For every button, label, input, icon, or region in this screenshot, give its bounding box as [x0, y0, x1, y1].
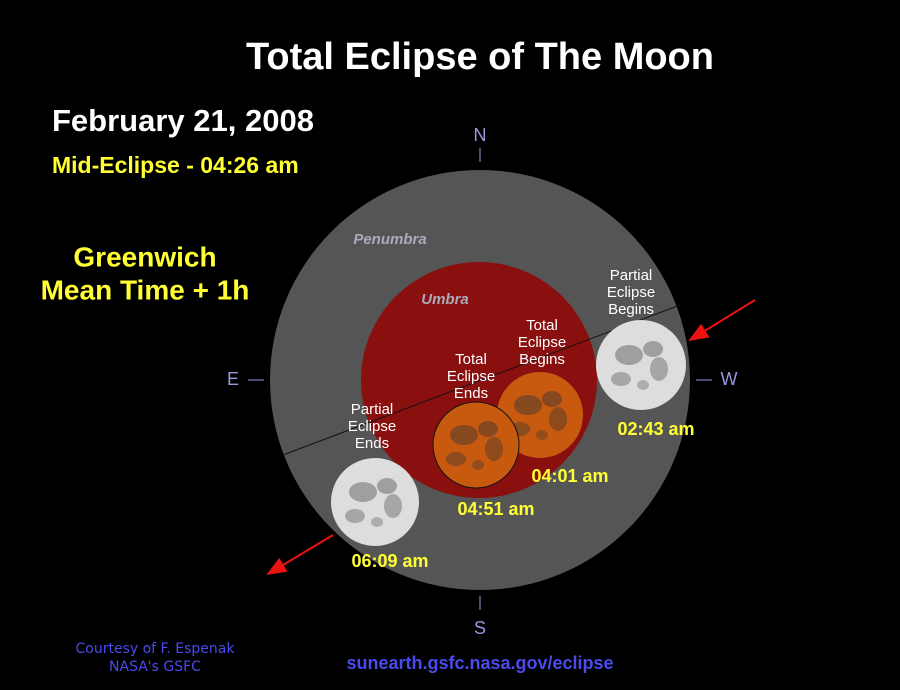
time-zone: Greenwich [73, 241, 216, 272]
contact-label: Ends [355, 435, 389, 452]
contact-time: 02:43 am [617, 419, 694, 439]
moon-total-end [432, 401, 520, 489]
umbra-label: Umbra [421, 291, 469, 308]
date: February 21, 2008 [52, 103, 314, 138]
contact-label: Ends [454, 385, 488, 402]
contact-label: Eclipse [518, 334, 566, 351]
penumbra-label: Penumbra [353, 231, 426, 248]
mid-eclipse: Mid-Eclipse - 04:26 am [52, 152, 299, 178]
contact-label: Eclipse [447, 368, 495, 385]
contact-label: Eclipse [348, 418, 396, 435]
contact-label: Begins [608, 301, 654, 318]
moon-partial-end [331, 458, 419, 546]
contact-label: Total [526, 317, 558, 334]
compass-e: E [227, 369, 239, 389]
contact-time: 04:01 am [531, 466, 608, 486]
compass-s: S [474, 618, 486, 638]
contact-label: Eclipse [607, 284, 655, 301]
arrow-out [266, 534, 334, 576]
url: sunearth.gsfc.nasa.gov/eclipse [346, 653, 613, 673]
contact-label: Total [455, 351, 487, 368]
time-zone: Mean Time + 1h [41, 274, 250, 305]
compass-w: W [721, 369, 738, 389]
contact-time: 06:09 am [351, 551, 428, 571]
contact-label: Partial [351, 401, 394, 418]
moon-partial-begin [596, 320, 686, 410]
compass [248, 148, 712, 610]
arrow-in [688, 299, 756, 342]
contact-label: Begins [519, 351, 565, 368]
contact-label: Partial [610, 267, 653, 284]
contact-time: 04:51 am [457, 499, 534, 519]
compass-n: N [474, 125, 487, 145]
title: Total Eclipse of The Moon [246, 36, 714, 78]
credit: Courtesy of F. Espenak [76, 641, 236, 657]
credit: NASA's GSFC [109, 659, 201, 675]
